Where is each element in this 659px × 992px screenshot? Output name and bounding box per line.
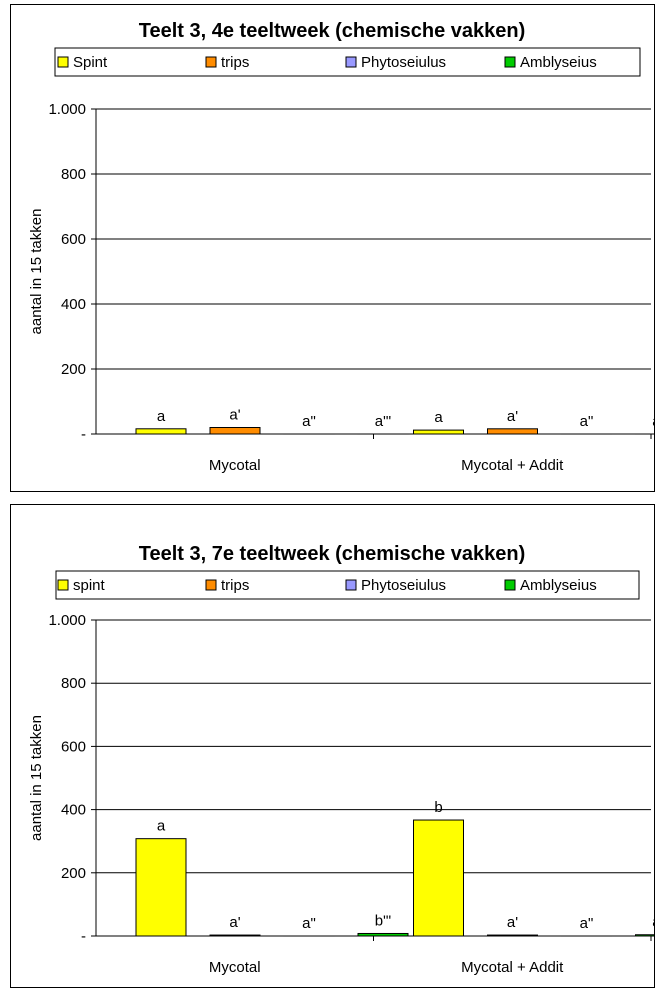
data-label-1-3: a"' — [652, 914, 654, 931]
y-tick-label-2: 400 — [61, 296, 86, 313]
data-label-0-1: a' — [229, 914, 240, 931]
y-tick-label-0: - — [81, 928, 86, 945]
data-label-1-0: b — [434, 799, 442, 816]
bar-1-0 — [413, 429, 464, 435]
bar-0-1 — [209, 934, 261, 937]
legend-label-1: trips — [221, 54, 249, 71]
y-tick-label-4: 800 — [61, 166, 86, 183]
legend-swatch-1 — [205, 56, 217, 68]
y-tick-label-5: 1.000 — [48, 101, 86, 118]
data-label-1-0: a — [434, 409, 443, 426]
y-tick-label-3: 600 — [61, 738, 86, 755]
legend-swatch-3 — [504, 56, 516, 68]
y-axis-label: aantal in 15 takken — [28, 715, 45, 841]
legend-label-2: Phytoseiulus — [361, 577, 446, 594]
data-label-0-0: a — [157, 408, 166, 425]
bar-1-0 — [413, 819, 464, 937]
legend-label-0: Spint — [73, 54, 108, 71]
y-tick-label-1: 200 — [61, 865, 86, 882]
chart-title: Teelt 3, 7e teeltweek (chemische vakken) — [139, 543, 526, 565]
legend-swatch-0 — [57, 56, 69, 68]
legend-swatch-0 — [57, 579, 69, 591]
bar-0-0 — [135, 428, 187, 435]
x-tick-label-1: Mycotal + Addit — [461, 457, 564, 474]
bar-1-1 — [487, 934, 538, 937]
data-label-0-2: a" — [302, 915, 316, 932]
chart-title: Teelt 3, 4e teeltweek (chemische vakken) — [139, 20, 526, 42]
data-label-0-2: a" — [302, 413, 316, 430]
data-label-0-3: b"' — [375, 912, 392, 929]
legend-swatch-2 — [345, 579, 357, 591]
chart-panel-week-7: Teelt 3, 7e teeltweek (chemische vakken)… — [10, 504, 655, 988]
bar-0-0 — [135, 838, 187, 937]
data-label-1-2: a" — [580, 915, 594, 932]
bar-0-1 — [209, 427, 261, 435]
bar-0-3 — [357, 932, 409, 937]
y-tick-label-0: - — [81, 426, 86, 443]
x-tick-label-1: Mycotal + Addit — [461, 959, 564, 976]
data-label-0-0: a — [157, 818, 166, 835]
legend-label-0: spint — [73, 577, 106, 594]
y-tick-label-3: 600 — [61, 231, 86, 248]
data-label-1-2: a" — [580, 413, 594, 430]
bar-1-1 — [487, 428, 538, 435]
legend-label-2: Phytoseiulus — [361, 54, 446, 71]
legend-label-3: Amblyseius — [520, 577, 597, 594]
data-label-1-1: a' — [507, 408, 518, 425]
chart-panel-week-4: Teelt 3, 4e teeltweek (chemische vakken)… — [10, 4, 655, 492]
y-tick-label-4: 800 — [61, 675, 86, 692]
y-axis-label: aantal in 15 takken — [28, 209, 45, 335]
y-tick-label-1: 200 — [61, 361, 86, 378]
data-label-1-3: a"' — [652, 413, 654, 430]
legend-label-3: Amblyseius — [520, 54, 597, 71]
legend-label-1: trips — [221, 577, 249, 594]
x-tick-label-0: Mycotal — [209, 959, 261, 976]
y-tick-label-5: 1.000 — [48, 612, 86, 629]
chart-svg-week-7: Teelt 3, 7e teeltweek (chemische vakken)… — [28, 543, 654, 976]
x-tick-label-0: Mycotal — [209, 457, 261, 474]
y-tick-label-2: 400 — [61, 802, 86, 819]
legend-swatch-1 — [205, 579, 217, 591]
legend-swatch-3 — [504, 579, 516, 591]
bar-1-3 — [635, 934, 654, 937]
data-label-0-1: a' — [229, 407, 240, 424]
legend-swatch-2 — [345, 56, 357, 68]
data-label-1-1: a' — [507, 914, 518, 931]
chart-svg-week-4: Teelt 3, 4e teeltweek (chemische vakken)… — [28, 20, 654, 474]
data-label-0-3: a"' — [375, 413, 392, 430]
